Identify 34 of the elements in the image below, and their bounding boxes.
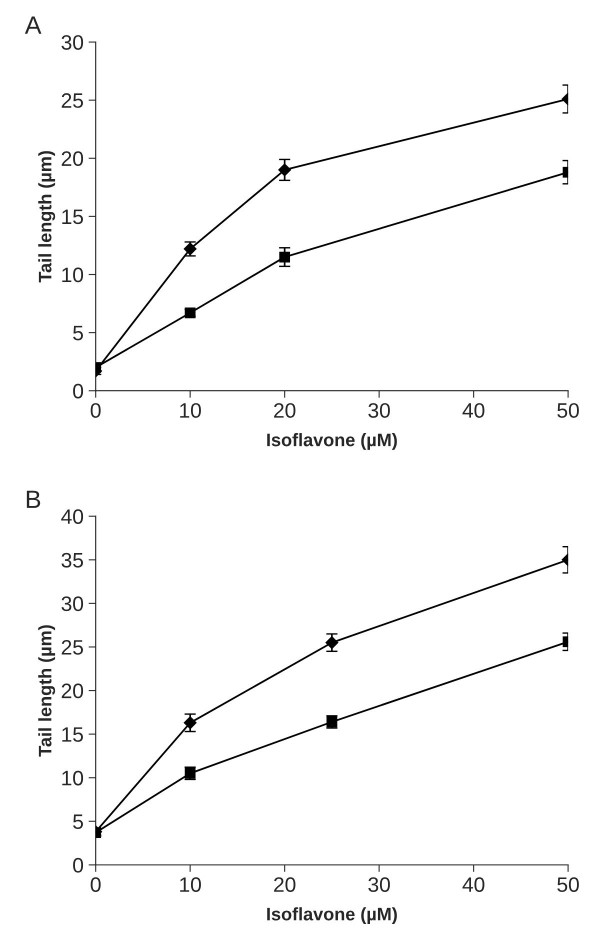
x-tick-label: 10 bbox=[180, 403, 201, 418]
y-tick-label: 40 bbox=[61, 509, 84, 524]
y-tick-label: 25 bbox=[62, 93, 84, 108]
y-tick-label: 20 bbox=[62, 684, 84, 698]
y-tick-label: 15 bbox=[62, 727, 84, 742]
x-axis-title: Isoflavone (µM) bbox=[267, 433, 397, 450]
y-tick-label: 5 bbox=[73, 326, 83, 340]
x-axis-title: Isoflavone (µM) bbox=[267, 907, 397, 924]
chart-title: B bbox=[26, 490, 40, 508]
y-axis-title: Tail length (µm) bbox=[38, 625, 56, 757]
x-tick-label: 30 bbox=[368, 403, 390, 418]
y-tick-label: 10 bbox=[62, 268, 84, 282]
y-tick-label: 30 bbox=[62, 596, 84, 612]
x-tick-label: 0 bbox=[90, 877, 101, 892]
y-tick-label: 15 bbox=[62, 210, 84, 224]
x-tick-label: 20 bbox=[274, 877, 296, 892]
chart-title: A bbox=[24, 16, 42, 34]
x-tick-label: 30 bbox=[368, 877, 390, 892]
x-tick-label: 20 bbox=[274, 403, 296, 418]
x-tick-label: 40 bbox=[462, 877, 484, 892]
x-tick-label: 10 bbox=[180, 877, 201, 892]
x-tick-label: 40 bbox=[462, 403, 484, 418]
y-tick-label: 20 bbox=[62, 151, 84, 166]
y-tick-label: 5 bbox=[73, 814, 83, 830]
x-tick-label: 50 bbox=[557, 877, 579, 892]
y-tick-label: 10 bbox=[62, 770, 84, 786]
y-tick-label: 0 bbox=[73, 858, 84, 873]
x-tick-label: 50 bbox=[557, 403, 579, 418]
y-axis-title: Tail length (µm) bbox=[38, 151, 56, 282]
y-tick-label: 35 bbox=[62, 552, 84, 568]
x-tick-label: 0 bbox=[90, 403, 101, 418]
y-tick-label: 30 bbox=[62, 35, 84, 50]
y-tick-label: 25 bbox=[62, 640, 84, 655]
y-tick-label: 0 bbox=[73, 384, 84, 398]
